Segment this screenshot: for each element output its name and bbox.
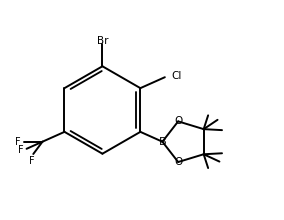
- Text: F: F: [15, 137, 21, 147]
- Text: O: O: [174, 157, 182, 167]
- Text: F: F: [18, 145, 24, 155]
- Text: O: O: [174, 116, 182, 126]
- Text: B: B: [158, 137, 166, 147]
- Text: F: F: [29, 156, 34, 166]
- Text: Br: Br: [97, 36, 108, 46]
- Text: Cl: Cl: [171, 71, 181, 81]
